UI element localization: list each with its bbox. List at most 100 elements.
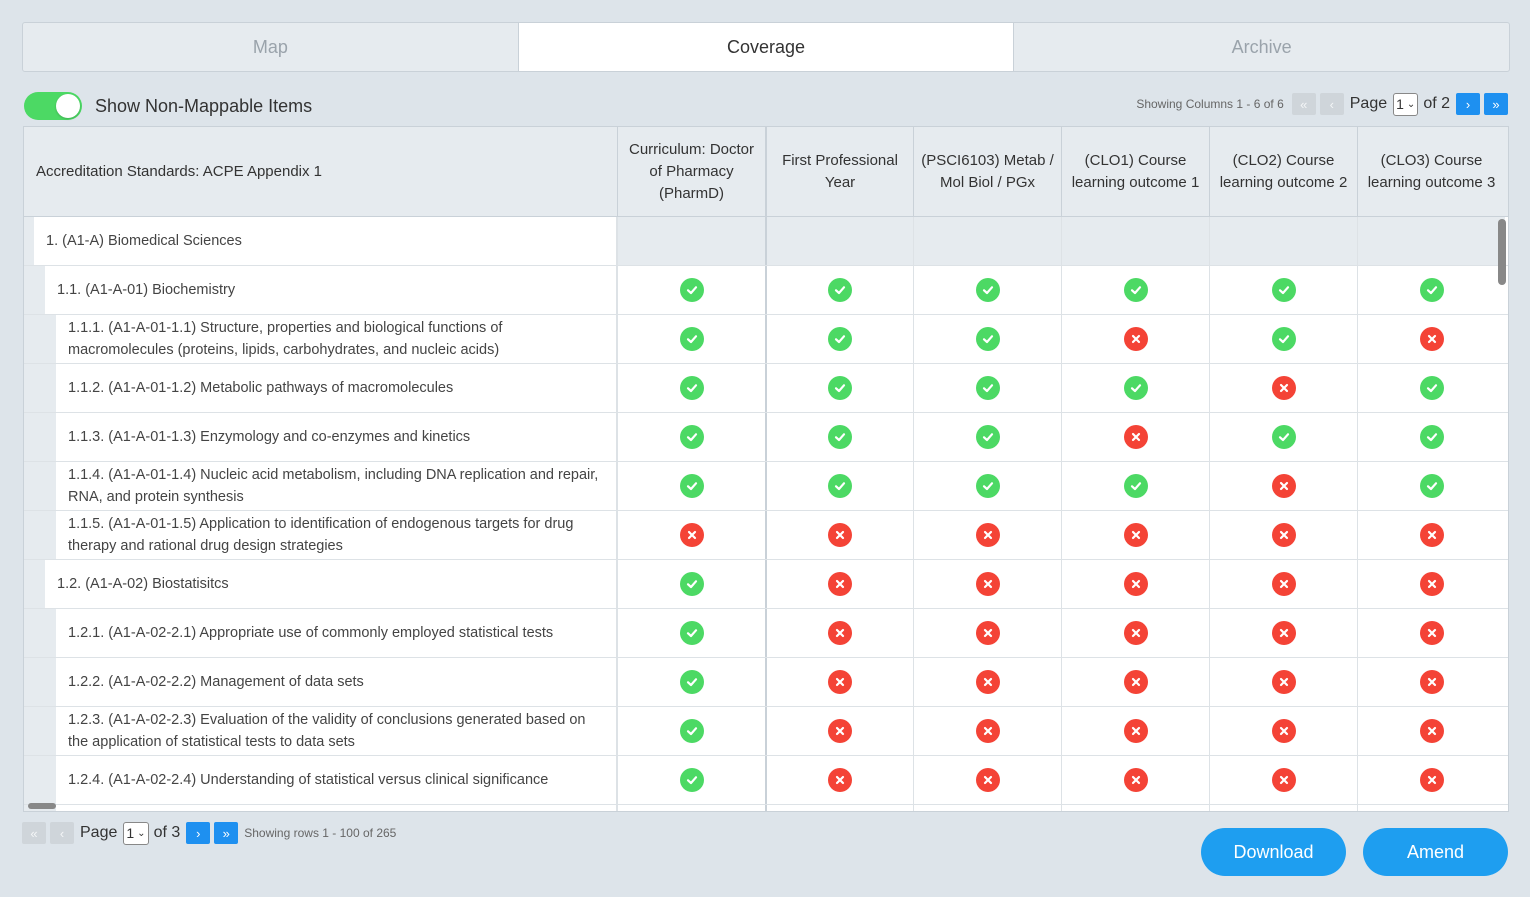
toggle-knob (56, 94, 80, 118)
x-circle-icon (828, 523, 852, 547)
coverage-cell (913, 805, 1061, 811)
coverage-cell (1061, 658, 1209, 706)
coverage-cell (1061, 315, 1209, 363)
coverage-cell (765, 364, 913, 412)
horizontal-scrollbar[interactable] (28, 803, 56, 809)
check-circle-icon (679, 327, 704, 351)
coverage-cell (913, 217, 1061, 265)
indent-spacer (24, 217, 34, 265)
x-circle-icon (1271, 768, 1296, 792)
table-row: 1.1. (A1-A-01) Biochemistry (24, 266, 1508, 315)
indent-spacer (24, 364, 56, 412)
first-page-icon[interactable]: « (22, 822, 46, 844)
prev-page-icon[interactable]: ‹ (50, 822, 74, 844)
coverage-cell (1357, 560, 1505, 608)
coverage-cell (1061, 805, 1209, 811)
coverage-cell (617, 266, 765, 314)
coverage-cell (1357, 805, 1505, 811)
standard-label: 1.1.1. (A1-A-01-1.1) Structure, properti… (68, 320, 503, 358)
table-row (24, 805, 1508, 811)
coverage-cell (617, 511, 765, 559)
standard-label-cell: 1.2.2. (A1-A-02-2.2) Management of data … (24, 658, 617, 706)
coverage-cell (1209, 217, 1357, 265)
standard-label: 1. (A1-A) Biomedical Sciences (46, 233, 242, 249)
tab-coverage[interactable]: Coverage (518, 23, 1015, 71)
x-circle-icon (828, 768, 852, 792)
coverage-cell (1061, 217, 1209, 265)
check-circle-icon (1123, 376, 1148, 400)
coverage-cell (1357, 364, 1505, 412)
coverage-cell (765, 462, 913, 510)
x-circle-icon (1271, 572, 1296, 596)
row-page-select[interactable]: 1 ⌄ (123, 821, 149, 845)
table-row: 1.2.4. (A1-A-02-2.4) Understanding of st… (24, 756, 1508, 805)
standard-label-cell: 1.2.4. (A1-A-02-2.4) Understanding of st… (24, 756, 617, 804)
coverage-table: Accreditation Standards: ACPE Appendix 1… (23, 126, 1509, 812)
x-circle-icon (1123, 572, 1148, 596)
coverage-cell (913, 511, 1061, 559)
chevron-down-icon: ⌄ (1406, 98, 1416, 110)
check-circle-icon (975, 474, 1000, 498)
check-circle-icon (828, 474, 852, 498)
x-circle-icon (1419, 327, 1444, 351)
x-circle-icon (1271, 670, 1296, 694)
column-pager-info: Showing Columns 1 - 6 of 6 (1136, 97, 1284, 111)
indent-spacer (24, 266, 45, 314)
coverage-cell (913, 658, 1061, 706)
check-circle-icon (1419, 278, 1444, 302)
check-circle-icon (975, 425, 1000, 449)
standard-label-cell: 1. (A1-A) Biomedical Sciences (24, 217, 617, 265)
coverage-cell (1209, 707, 1357, 755)
coverage-cell (1061, 462, 1209, 510)
coverage-cell (765, 805, 913, 811)
coverage-cell (1209, 756, 1357, 804)
non-mappable-toggle[interactable] (24, 92, 82, 120)
check-circle-icon (679, 621, 704, 645)
indent-spacer (24, 707, 56, 755)
indent-spacer (24, 511, 56, 559)
check-circle-icon (679, 572, 704, 596)
check-circle-icon (975, 376, 1000, 400)
amend-button[interactable]: Amend (1363, 828, 1508, 876)
view-tabs: Map Coverage Archive (22, 22, 1510, 72)
row-page-total: of 3 (153, 824, 181, 841)
x-circle-icon (1123, 670, 1148, 694)
tab-archive[interactable]: Archive (1231, 36, 1292, 57)
coverage-cell (1209, 364, 1357, 412)
x-circle-icon (1271, 621, 1296, 645)
coverage-cell (617, 364, 765, 412)
check-circle-icon (1271, 425, 1296, 449)
next-page-icon[interactable]: › (1456, 93, 1480, 115)
check-circle-icon (679, 670, 704, 694)
column-page-select[interactable]: 1 ⌄ (1393, 92, 1419, 116)
last-page-icon[interactable]: » (1484, 93, 1508, 115)
x-circle-icon (1271, 474, 1296, 498)
row-pager: « ‹ Page 1 ⌄ of 3 › » Showing rows 1 - 10… (22, 821, 404, 845)
header-col: (CLO2) Course learning outcome 2 (1209, 127, 1357, 216)
coverage-cell (1061, 266, 1209, 314)
header-col: (CLO1) Course learning outcome 1 (1061, 127, 1209, 216)
x-circle-icon (1123, 523, 1148, 547)
tab-map[interactable]: Map (23, 23, 519, 71)
coverage-cell (765, 266, 913, 314)
column-page-total: of 2 (1423, 95, 1450, 112)
first-page-icon[interactable]: « (1291, 93, 1316, 115)
x-circle-icon (1123, 621, 1148, 645)
x-circle-icon (975, 572, 1000, 596)
coverage-cell (1209, 560, 1357, 608)
indent-spacer (24, 756, 56, 804)
check-circle-icon (1419, 425, 1444, 449)
indent-spacer (24, 315, 56, 363)
download-button[interactable]: Download (1201, 828, 1346, 876)
vertical-scrollbar[interactable] (1498, 219, 1506, 285)
coverage-cell (617, 560, 765, 608)
prev-page-icon[interactable]: ‹ (1319, 93, 1344, 115)
header-col: Curriculum: Doctor of Pharmacy (PharmD) (617, 127, 765, 216)
x-circle-icon (1271, 523, 1296, 547)
x-circle-icon (975, 719, 1000, 743)
last-page-icon[interactable]: » (214, 822, 239, 844)
coverage-cell (913, 266, 1061, 314)
table-row: 1.2.3. (A1-A-02-2.3) Evaluation of the v… (24, 707, 1508, 756)
next-page-icon[interactable]: › (186, 822, 211, 844)
x-circle-icon (1419, 621, 1444, 645)
